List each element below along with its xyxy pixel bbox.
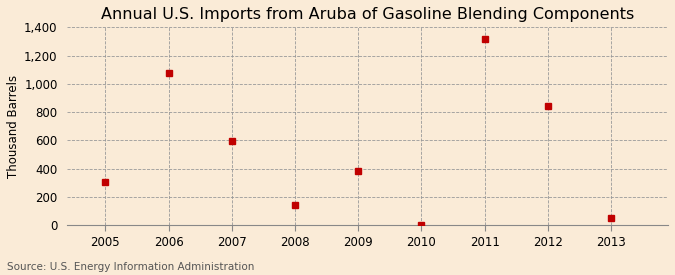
Y-axis label: Thousand Barrels: Thousand Barrels bbox=[7, 75, 20, 178]
Title: Annual U.S. Imports from Aruba of Gasoline Blending Components: Annual U.S. Imports from Aruba of Gasoli… bbox=[101, 7, 634, 22]
Text: Source: U.S. Energy Information Administration: Source: U.S. Energy Information Administ… bbox=[7, 262, 254, 272]
